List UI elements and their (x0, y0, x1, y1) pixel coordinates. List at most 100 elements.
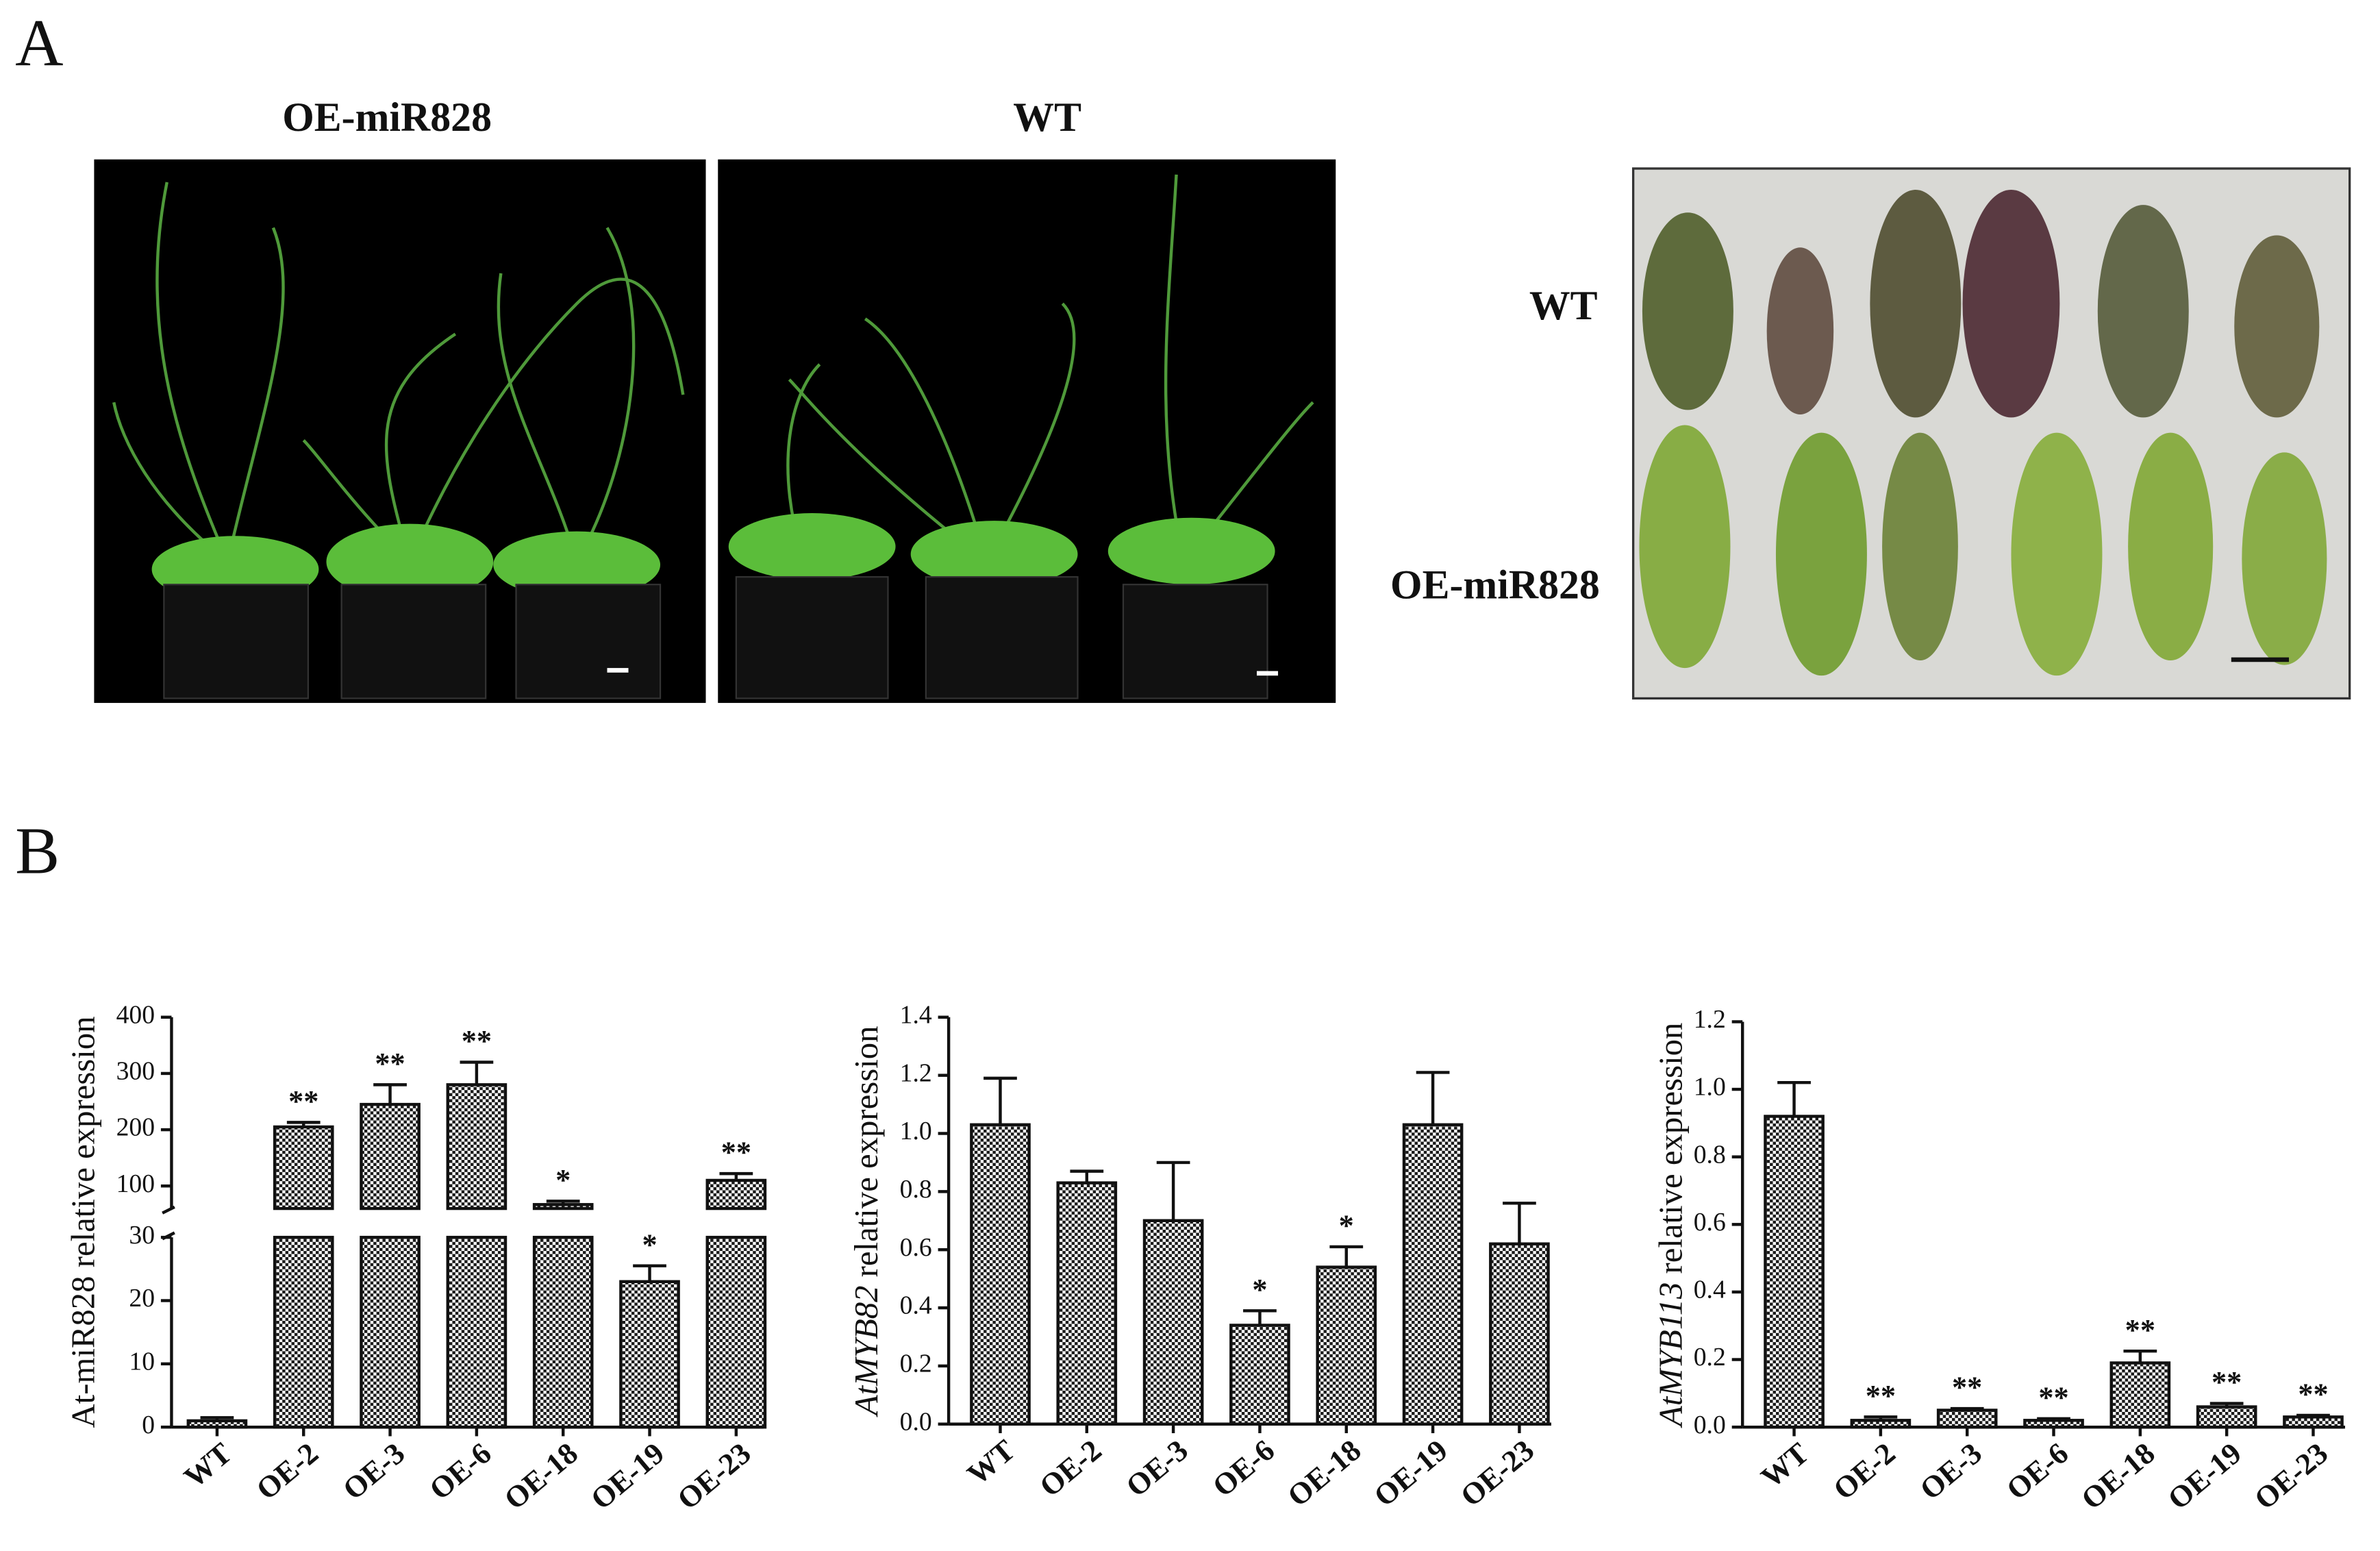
x-tick-label: WT (1755, 1437, 1815, 1495)
y-tick-label: 0.4 (1694, 1276, 1726, 1304)
y-tick-label: 300 (116, 1057, 155, 1086)
x-tick-label: OE-23 (671, 1437, 757, 1517)
y-tick-label: 0 (142, 1411, 155, 1439)
x-tick-label: OE-2 (1827, 1437, 1902, 1506)
y-tick-label: 1.0 (900, 1117, 932, 1145)
x-tick-label: OE-19 (584, 1437, 671, 1517)
x-tick-label: OE-19 (2162, 1437, 2248, 1517)
bar (2023, 1419, 2084, 1429)
bar (1764, 1115, 1825, 1429)
y-tick-label: 0.2 (1694, 1343, 1726, 1372)
significance: * (1252, 1273, 1267, 1306)
photo-label: OE-miR828 (282, 95, 492, 140)
bar (446, 1235, 508, 1429)
bar (1850, 1419, 1912, 1429)
x-tick-label: OE-2 (1034, 1433, 1108, 1503)
y-tick-label: 0.6 (1694, 1208, 1726, 1237)
significance: ** (1866, 1379, 1896, 1413)
x-tick-label: OE-3 (1120, 1433, 1194, 1503)
photo-plants (718, 159, 1336, 704)
y-tick-label: 0.8 (900, 1175, 932, 1204)
significance: ** (375, 1047, 405, 1080)
significance: ** (1952, 1371, 1982, 1404)
x-tick-label: OE-18 (1281, 1433, 1368, 1513)
photo-leaves (1631, 167, 2351, 700)
bar (273, 1125, 334, 1211)
x-tick-label: OE-19 (1368, 1433, 1454, 1513)
significance: * (642, 1228, 657, 1261)
significance: ** (2125, 1313, 2155, 1347)
bar (360, 1235, 421, 1429)
y-tick-label: 0.4 (900, 1291, 932, 1320)
significance: ** (2212, 1365, 2242, 1399)
y-axis-label-text: At-miR828 relative expression (65, 1016, 102, 1428)
y-tick-label: 200 (116, 1113, 155, 1142)
bar (1142, 1219, 1204, 1426)
bar (970, 1123, 1031, 1426)
significance: * (1339, 1209, 1354, 1243)
y-axis-label-text: relative expression (848, 1026, 885, 1277)
bar (1402, 1123, 1464, 1426)
x-tick-label: OE-2 (250, 1437, 325, 1506)
axis-break (162, 1231, 175, 1241)
bar (446, 1083, 508, 1211)
significance: ** (462, 1024, 492, 1058)
y-tick-label: 0.6 (900, 1233, 932, 1262)
panel-label: B (15, 814, 60, 888)
bar (705, 1178, 767, 1211)
significance: ** (288, 1084, 318, 1118)
bar (532, 1235, 594, 1429)
x-tick-label: OE-3 (1914, 1437, 1988, 1506)
significance: ** (2298, 1377, 2328, 1411)
bar (705, 1235, 767, 1429)
x-tick-label: WT (178, 1437, 238, 1495)
y-tick-label: 0.0 (1694, 1411, 1726, 1439)
y-tick-label: 100 (116, 1169, 155, 1198)
significance: ** (2038, 1380, 2068, 1414)
bar (2196, 1405, 2257, 1429)
photo-plants (94, 159, 706, 704)
y-tick-label: 1.0 (1694, 1073, 1726, 1102)
significance: ** (721, 1136, 751, 1169)
x-tick-label: OE-6 (2000, 1437, 2075, 1506)
bar (619, 1280, 680, 1429)
bar (360, 1102, 421, 1211)
significance: * (555, 1163, 571, 1197)
axis-break (162, 1205, 175, 1215)
x-tick-label: OE-18 (498, 1437, 584, 1517)
panel-label: A (15, 7, 63, 81)
x-tick-label: OE-6 (423, 1437, 498, 1506)
y-axis-label-gene: AtMYB113 (1653, 1282, 1690, 1428)
y-axis-label: AtMYB113 relative expression (1653, 1023, 1690, 1428)
y-tick-label: 400 (116, 1000, 155, 1029)
bar (532, 1203, 594, 1211)
bar (1316, 1265, 1377, 1426)
y-axis-label-gene: AtMYB82 (848, 1285, 885, 1417)
y-tick-label: 30 (129, 1221, 155, 1250)
x-tick-label: OE-18 (2075, 1437, 2162, 1517)
bar (1229, 1324, 1290, 1426)
x-tick-label: OE-3 (336, 1437, 411, 1506)
y-tick-label: 0.8 (1694, 1140, 1726, 1169)
bar (1489, 1242, 1550, 1426)
y-tick-label: 0.2 (900, 1350, 932, 1378)
x-tick-label: WT (961, 1433, 1021, 1491)
y-tick-label: 20 (129, 1284, 155, 1313)
bar (273, 1235, 334, 1429)
y-tick-label: 10 (129, 1347, 155, 1376)
x-tick-label: OE-6 (1206, 1433, 1281, 1503)
bar (1056, 1181, 1118, 1426)
y-axis-label: AtMYB82 relative expression (848, 1026, 885, 1417)
y-axis-label-text: relative expression (1653, 1023, 1690, 1274)
y-tick-label: 1.2 (1694, 1005, 1726, 1034)
y-tick-label: 1.2 (900, 1058, 932, 1087)
bar (2109, 1361, 2171, 1429)
x-tick-label: OE-23 (2248, 1437, 2334, 1517)
leaf-label: WT (1529, 283, 1598, 328)
bar (2283, 1415, 2344, 1429)
y-tick-label: 1.4 (900, 1000, 932, 1029)
x-tick-label: OE-23 (1454, 1433, 1540, 1513)
leaf-label: OE-miR828 (1390, 562, 1600, 608)
